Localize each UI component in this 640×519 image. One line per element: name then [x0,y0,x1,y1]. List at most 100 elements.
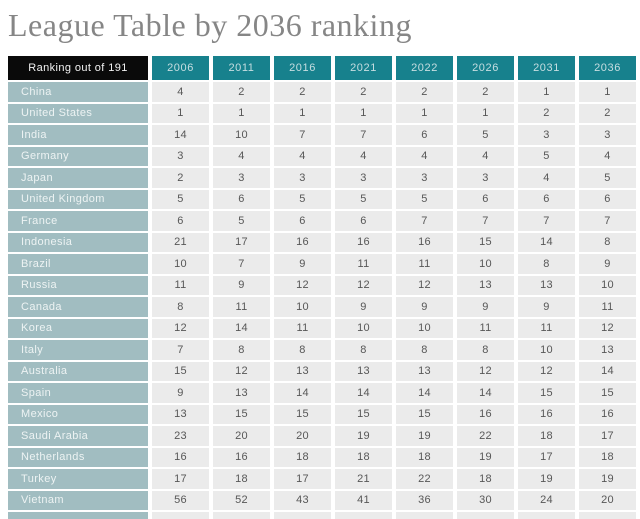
table-row: Germany 3 4 4 4 4 4 5 4 [8,146,636,166]
ranking-cell: 12 [213,361,270,381]
country-label-cell: France [8,211,148,231]
ranking-cell: 16 [579,404,636,424]
country-label-cell [8,512,148,519]
ranking-cell: 10 [152,254,209,274]
table-row: India 14 10 7 7 6 5 3 3 [8,125,636,145]
ranking-cell: 8 [274,340,331,360]
ranking-cell: 11 [152,275,209,295]
ranking-cell: 2 [335,82,392,102]
ranking-cell: 19 [457,447,514,467]
ranking-cell: 36 [396,490,453,510]
ranking-cell: 10 [274,297,331,317]
ranking-cell: 2 [213,82,270,102]
ranking-cell: 9 [457,297,514,317]
ranking-cell: 6 [579,189,636,209]
ranking-cell: 10 [335,318,392,338]
country-label-cell: United States [8,103,148,123]
table-body: China 4 2 2 2 2 2 1 1 United States 1 1 1 1 1 1 2 2 India 1… [8,82,636,519]
ranking-cell: 17 [274,469,331,489]
ranking-cell: 7 [518,211,575,231]
ranking-cell: 16 [457,404,514,424]
ranking-cell: 13 [335,361,392,381]
ranking-cell: 1 [518,82,575,102]
ranking-cell: 14 [335,383,392,403]
ranking-cell: 16 [274,232,331,252]
ranking-cell [213,512,270,519]
ranking-cell: 10 [518,340,575,360]
page-title: League Table by 2036 ranking [8,7,412,43]
ranking-cell: 18 [518,426,575,446]
ranking-cell: 11 [213,297,270,317]
ranking-cell: 5 [457,125,514,145]
ranking-cell: 9 [213,275,270,295]
ranking-cell: 18 [213,469,270,489]
ranking-cell: 10 [396,318,453,338]
ranking-cell: 16 [335,232,392,252]
table-row: United States 1 1 1 1 1 1 2 2 [8,103,636,123]
ranking-cell: 4 [396,146,453,166]
ranking-cell: 7 [396,211,453,231]
ranking-cell: 9 [335,297,392,317]
ranking-cell: 14 [213,318,270,338]
ranking-cell: 20 [274,426,331,446]
ranking-cell: 18 [579,447,636,467]
table-row: Italy 7 8 8 8 8 8 10 13 [8,340,636,360]
ranking-cell: 5 [152,189,209,209]
table-row: Mexico 13 15 15 15 15 16 16 16 [8,404,636,424]
ranking-cell: 2 [518,103,575,123]
ranking-cell: 15 [579,383,636,403]
ranking-cell: 4 [274,146,331,166]
ranking-cell: 4 [518,168,575,188]
ranking-cell: 12 [152,318,209,338]
ranking-cell: 14 [457,383,514,403]
ranking-cell: 19 [335,426,392,446]
table-row: Saudi Arabia 23 20 20 19 19 22 18 17 [8,426,636,446]
ranking-cell: 19 [579,469,636,489]
table-row: Indonesia 21 17 16 16 16 15 14 8 [8,232,636,252]
ranking-cell: 17 [518,447,575,467]
ranking-cell: 3 [396,168,453,188]
table-row: Russia 11 9 12 12 12 13 13 10 [8,275,636,295]
country-label-cell: Indonesia [8,232,148,252]
ranking-cell: 3 [335,168,392,188]
table-row: Netherlands 16 16 18 18 18 19 17 18 [8,447,636,467]
ranking-cell: 41 [335,490,392,510]
table-row: Korea 12 14 11 10 10 11 11 12 [8,318,636,338]
ranking-cell: 6 [457,189,514,209]
ranking-cell [457,512,514,519]
ranking-cell: 12 [579,318,636,338]
ranking-cell: 7 [274,125,331,145]
ranking-cell: 6 [518,189,575,209]
ranking-cell: 15 [335,404,392,424]
ranking-cell: 7 [213,254,270,274]
ranking-cell: 17 [152,469,209,489]
ranking-cell: 5 [579,168,636,188]
ranking-cell: 11 [335,254,392,274]
ranking-cell: 3 [457,168,514,188]
ranking-cell: 15 [152,361,209,381]
ranking-cell: 17 [213,232,270,252]
ranking-cell: 3 [152,146,209,166]
ranking-cell: 6 [152,211,209,231]
ranking-cell: 11 [518,318,575,338]
country-label-cell: India [8,125,148,145]
ranking-cell: 6 [213,189,270,209]
country-label-cell: Germany [8,146,148,166]
ranking-cell: 12 [396,275,453,295]
ranking-cell: 13 [213,383,270,403]
ranking-cell: 16 [518,404,575,424]
country-label-cell: Turkey [8,469,148,489]
ranking-cell: 4 [213,146,270,166]
league-table: Ranking out of 191 2006 2011 2016 2021 2022 2… [4,54,640,519]
ranking-cell: 15 [213,404,270,424]
ranking-cell: 17 [579,426,636,446]
ranking-cell: 4 [152,82,209,102]
ranking-cell: 8 [335,340,392,360]
ranking-cell: 13 [274,361,331,381]
table-row: Canada 8 11 10 9 9 9 9 11 [8,297,636,317]
ranking-cell [274,512,331,519]
ranking-cell: 11 [274,318,331,338]
country-label-cell: Italy [8,340,148,360]
ranking-cell: 3 [274,168,331,188]
country-label-cell: Vietnam [8,490,148,510]
